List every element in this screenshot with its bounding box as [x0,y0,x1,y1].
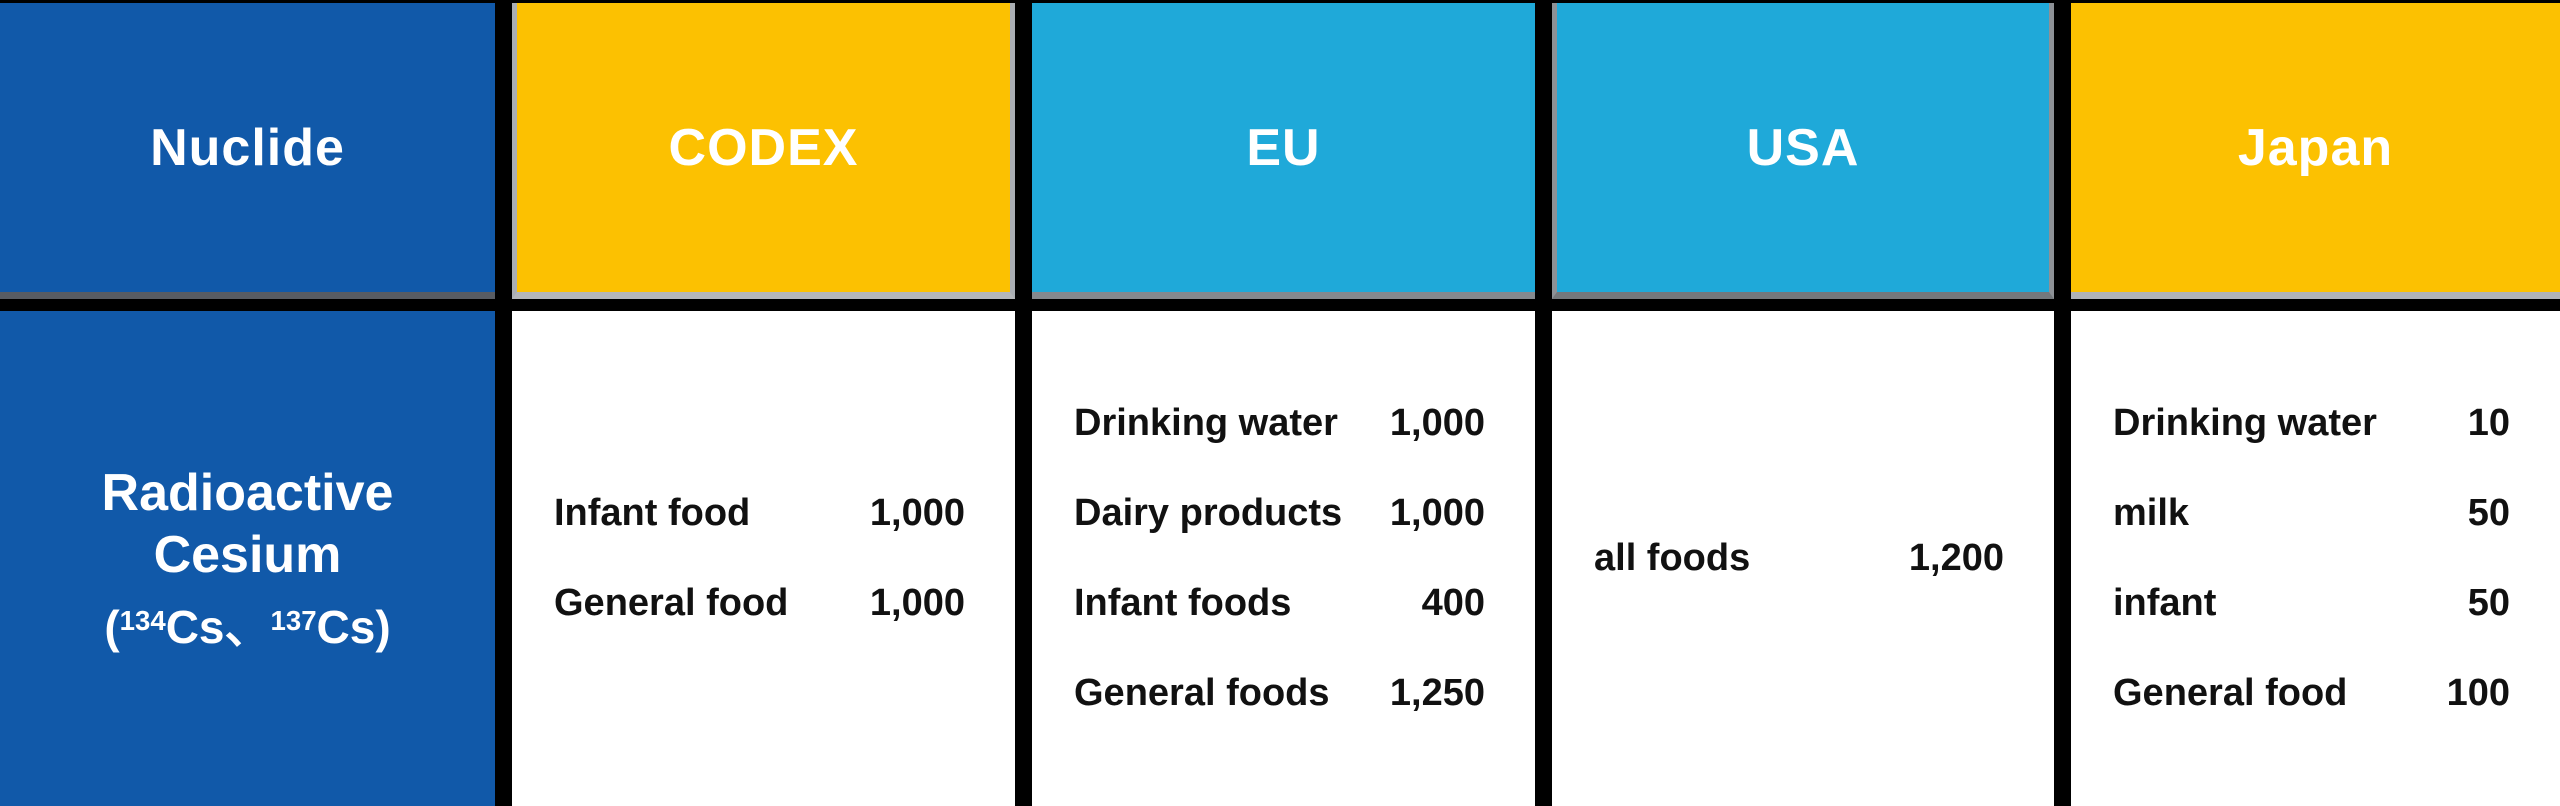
isotope-cs-134: Cs、 [165,601,271,654]
limit-value: 1,000 [869,582,965,624]
body-cell-usa: all foods 1,200 [1552,311,2054,806]
food-label: General foods [1074,672,1330,714]
table-row: Drinking water 1,000 [1074,379,1485,469]
table-row: Infant food 1,000 [554,469,965,559]
header-label-usa: USA [1746,118,1860,177]
header-label-eu: EU [1246,118,1321,177]
food-label: Drinking water [1074,402,1338,444]
header-cell-japan: Japan [2071,3,2560,299]
table-row: Infant foods 400 [1074,559,1485,649]
body-cell-codex: Infant food 1,000 General food 1,000 [512,311,1015,806]
table-row: Dairy products 1,000 [1074,469,1485,559]
table-row: milk 50 [2113,469,2510,559]
table-row: infant 50 [2113,559,2510,649]
isotope-cs-137: Cs) [316,601,391,654]
isotope-mass-137: 137 [270,605,317,637]
food-label: Infant foods [1074,582,1292,624]
table-row: General foods 1,250 [1074,649,1485,739]
food-label: Drinking water [2113,402,2377,444]
limit-value: 400 [1421,582,1485,624]
isotope-mass-134: 134 [119,605,166,637]
nuclide-isotopes: (134Cs、137Cs) [104,600,390,655]
food-label: all foods [1594,537,1751,579]
nuclide-name: Radioactive Cesium [101,463,394,584]
header-cell-codex: CODEX [512,3,1015,299]
limit-value: 50 [2467,582,2510,624]
body-cell-nuclide: Radioactive Cesium (134Cs、137Cs) [0,311,495,806]
body-cell-eu: Drinking water 1,000 Dairy products 1,00… [1032,311,1535,806]
food-label: infant [2113,582,2217,624]
limit-value: 10 [2467,402,2510,444]
header-cell-usa: USA [1552,3,2054,299]
limit-value: 1,000 [1389,492,1485,534]
isotope-paren-open: ( [104,601,120,654]
table-row: all foods 1,200 [1594,514,2004,604]
header-label-nuclide: Nuclide [150,118,345,177]
limit-value: 1,250 [1389,672,1485,714]
limit-value: 100 [2446,672,2510,714]
limit-value: 1,000 [869,492,965,534]
header-label-japan: Japan [2237,118,2394,177]
header-cell-eu: EU [1032,3,1535,299]
limit-value: 1,200 [1908,537,2004,579]
table-row: General food 100 [2113,649,2510,739]
food-label: Dairy products [1074,492,1343,534]
food-label: General food [2113,672,2348,714]
limit-value: 50 [2467,492,2510,534]
header-label-codex: CODEX [668,118,859,177]
food-label: Infant food [554,492,751,534]
food-label: General food [554,582,789,624]
table-row: Drinking water 10 [2113,379,2510,469]
header-cell-nuclide: Nuclide [0,3,495,299]
food-label: milk [2113,492,2190,534]
limit-value: 1,000 [1389,402,1485,444]
table-row: General food 1,000 [554,559,965,649]
body-cell-japan: Drinking water 10 milk 50 infant 50 Gene… [2071,311,2560,806]
